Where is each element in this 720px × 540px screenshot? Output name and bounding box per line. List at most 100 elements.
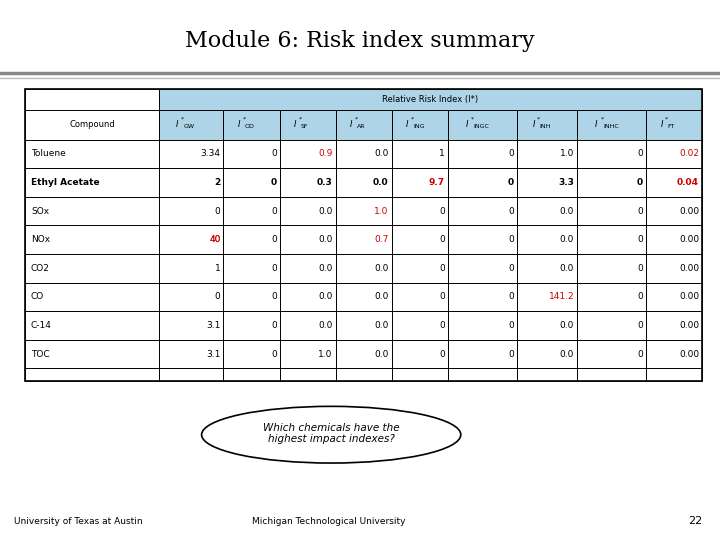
- Text: 40: 40: [210, 235, 220, 244]
- Text: I: I: [660, 120, 663, 130]
- Bar: [25, 140, 159, 168]
- Bar: [336, 140, 392, 168]
- Text: FT: FT: [667, 124, 675, 129]
- Text: 0: 0: [508, 207, 514, 215]
- Text: CO2: CO2: [31, 264, 50, 273]
- Bar: [336, 311, 392, 340]
- Text: 0.0: 0.0: [559, 207, 574, 215]
- Bar: [517, 197, 577, 226]
- Bar: [392, 368, 448, 381]
- Text: 3.34: 3.34: [201, 150, 220, 158]
- Bar: [448, 311, 517, 340]
- Bar: [577, 168, 646, 197]
- Text: INHC: INHC: [603, 124, 619, 129]
- Bar: [392, 140, 448, 168]
- Bar: [336, 168, 392, 197]
- Bar: [159, 226, 223, 254]
- Bar: [25, 110, 159, 140]
- Bar: [279, 110, 336, 140]
- Bar: [577, 140, 646, 168]
- Text: CO: CO: [31, 293, 44, 301]
- Bar: [279, 282, 336, 311]
- Bar: [223, 140, 279, 168]
- Text: 0.0: 0.0: [318, 264, 333, 273]
- Text: I: I: [406, 120, 408, 130]
- Bar: [159, 254, 223, 282]
- Text: Which chemicals have the
highest impact indexes?: Which chemicals have the highest impact …: [263, 423, 400, 444]
- Bar: [279, 368, 336, 381]
- Bar: [448, 110, 517, 140]
- Bar: [448, 254, 517, 282]
- Bar: [392, 226, 448, 254]
- Bar: [279, 368, 336, 381]
- Text: 0: 0: [271, 150, 276, 158]
- Bar: [336, 254, 392, 282]
- Bar: [646, 311, 702, 340]
- Text: 1: 1: [439, 150, 445, 158]
- Bar: [25, 89, 159, 110]
- Text: GW: GW: [184, 124, 194, 129]
- Bar: [336, 311, 392, 340]
- Bar: [279, 282, 336, 311]
- Text: 0: 0: [508, 293, 514, 301]
- Bar: [646, 140, 702, 168]
- Bar: [223, 226, 279, 254]
- Text: I: I: [238, 120, 240, 130]
- Bar: [448, 168, 517, 197]
- Bar: [577, 311, 646, 340]
- Text: 0: 0: [215, 207, 220, 215]
- Bar: [517, 140, 577, 168]
- Bar: [336, 340, 392, 368]
- Text: 0: 0: [439, 207, 445, 215]
- Bar: [646, 282, 702, 311]
- Bar: [646, 110, 702, 140]
- Bar: [517, 282, 577, 311]
- Text: 0: 0: [637, 235, 643, 244]
- Text: 22: 22: [688, 516, 702, 526]
- Text: 0.0: 0.0: [374, 293, 389, 301]
- Bar: [159, 140, 223, 168]
- Bar: [577, 340, 646, 368]
- Bar: [223, 282, 279, 311]
- Bar: [25, 197, 159, 226]
- Bar: [392, 140, 448, 168]
- Bar: [25, 140, 159, 168]
- Text: 0: 0: [637, 293, 643, 301]
- Bar: [223, 197, 279, 226]
- Bar: [646, 197, 702, 226]
- Text: 0.00: 0.00: [679, 321, 699, 330]
- Bar: [448, 110, 517, 140]
- Bar: [159, 89, 702, 110]
- Text: Ethyl Acetate: Ethyl Acetate: [31, 178, 99, 187]
- Bar: [159, 282, 223, 311]
- Bar: [159, 340, 223, 368]
- Bar: [159, 340, 223, 368]
- Text: *: *: [600, 117, 603, 122]
- Bar: [392, 197, 448, 226]
- Text: 0.0: 0.0: [374, 264, 389, 273]
- Text: I: I: [350, 120, 353, 130]
- Bar: [392, 340, 448, 368]
- Bar: [577, 226, 646, 254]
- Bar: [25, 89, 159, 110]
- Bar: [159, 368, 223, 381]
- Bar: [577, 254, 646, 282]
- Bar: [646, 168, 702, 197]
- Text: 1: 1: [215, 264, 220, 273]
- Text: ING: ING: [413, 124, 424, 129]
- Text: 0: 0: [439, 264, 445, 273]
- Bar: [159, 110, 223, 140]
- Bar: [517, 368, 577, 381]
- Bar: [336, 282, 392, 311]
- Text: 0.02: 0.02: [679, 150, 699, 158]
- Bar: [223, 368, 279, 381]
- Text: 1.0: 1.0: [318, 350, 333, 359]
- Bar: [25, 110, 159, 140]
- Text: 0: 0: [637, 321, 643, 330]
- Bar: [646, 168, 702, 197]
- Bar: [577, 254, 646, 282]
- Bar: [25, 282, 159, 311]
- Text: 0.00: 0.00: [679, 207, 699, 215]
- Text: Relative Risk Index (I*): Relative Risk Index (I*): [382, 95, 479, 104]
- Bar: [223, 282, 279, 311]
